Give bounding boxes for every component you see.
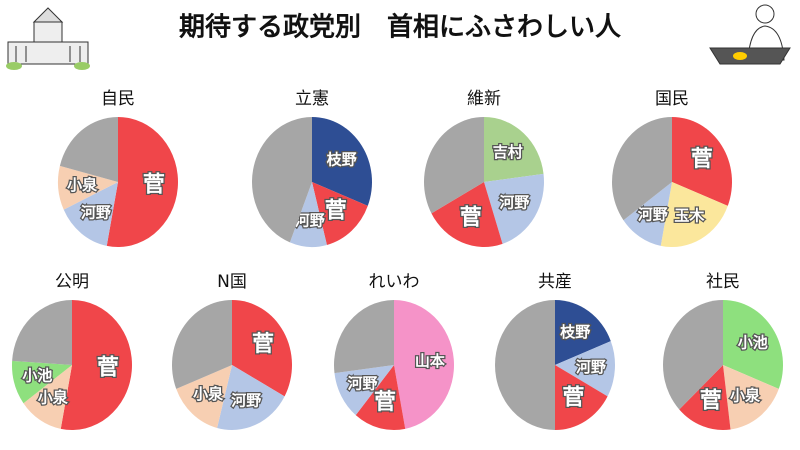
- slice-label: 玉木: [674, 207, 705, 225]
- slice-label: 河野: [347, 374, 377, 392]
- pie-slice: [660, 182, 728, 247]
- slice-label: 菅: [562, 386, 584, 411]
- slice-label: 河野: [576, 358, 606, 376]
- pie-slice: [423, 117, 484, 214]
- slice-label: 小泉: [67, 176, 98, 194]
- diet-building-icon: [6, 7, 90, 70]
- pie-slice: [217, 365, 285, 430]
- speaker-icon: [709, 4, 791, 65]
- pie-slice: [723, 300, 783, 389]
- pie-slice: [176, 365, 232, 428]
- pie-slice: [394, 300, 455, 429]
- pie-slice: [623, 182, 672, 246]
- pie-title: 社民: [706, 272, 740, 292]
- pie-slice: [172, 300, 232, 389]
- pie-slice: [555, 300, 611, 365]
- slice-label: 菅: [700, 389, 722, 414]
- pie-title: 立憲: [295, 88, 329, 109]
- chart-title: 期待する政党別 首相にふさわしい人: [179, 12, 621, 43]
- pie-slice: [334, 300, 394, 374]
- pie-slice: [431, 182, 503, 247]
- pie-slice: [252, 117, 312, 243]
- pie-slice: [555, 341, 615, 397]
- slice-label: 小泉: [38, 388, 69, 406]
- pie-slice: [723, 365, 779, 430]
- pie-slice: [60, 300, 132, 430]
- pie-slice: [12, 300, 72, 365]
- pie-title: 共産: [538, 272, 572, 292]
- pie-slice: [355, 365, 406, 431]
- slice-label: 菅: [691, 147, 713, 172]
- pie-slice: [495, 300, 555, 430]
- pie-slice: [555, 365, 608, 430]
- slice-label: 小泉: [730, 386, 761, 404]
- slice-label: 菅: [252, 332, 274, 357]
- pie-slice: [11, 360, 72, 404]
- slice-label: 河野: [295, 211, 325, 229]
- slice-label: 吉村: [493, 143, 523, 161]
- pie-slice: [289, 182, 327, 247]
- slice-label: 山本: [415, 352, 445, 370]
- pie-slice: [312, 182, 368, 245]
- slice-label: 菅: [143, 173, 165, 198]
- pie-title: 国民: [655, 89, 689, 109]
- pie-slice: [59, 117, 118, 182]
- pie-title: 自民: [101, 89, 135, 109]
- pie-slice: [232, 300, 293, 397]
- slice-label: 小泉: [193, 385, 224, 403]
- pie-slice: [672, 117, 732, 206]
- pie-slice: [312, 117, 373, 206]
- pie-slice: [484, 173, 544, 244]
- pie-slice: [23, 365, 72, 429]
- slice-label: 小池: [22, 366, 52, 384]
- pie-slice: [58, 165, 118, 210]
- pie-slice: [679, 365, 731, 430]
- slice-label: 河野: [81, 203, 111, 221]
- slice-label: 枝野: [327, 151, 357, 169]
- pie-slice: [612, 117, 672, 221]
- pie-title: 公明: [55, 272, 89, 292]
- pie-slice: [63, 182, 118, 246]
- pie-slice: [663, 300, 723, 410]
- slice-label: 河野: [638, 205, 668, 223]
- slice-label: 菅: [97, 356, 119, 381]
- slice-label: 小池: [738, 334, 768, 352]
- slice-label: 河野: [499, 193, 529, 211]
- slice-label: 河野: [231, 391, 261, 409]
- slice-label: 菅: [325, 198, 347, 223]
- pie-slice: [334, 365, 394, 416]
- slice-label: 菅: [374, 390, 396, 415]
- pie-slice: [106, 117, 178, 248]
- slice-label: 菅: [460, 205, 482, 230]
- pie-title: 維新: [467, 89, 501, 109]
- slice-label: 枝野: [560, 323, 590, 341]
- pie-slice: [484, 117, 544, 182]
- pie-title: れいわ: [369, 272, 420, 292]
- pie-title: N国: [217, 272, 247, 292]
